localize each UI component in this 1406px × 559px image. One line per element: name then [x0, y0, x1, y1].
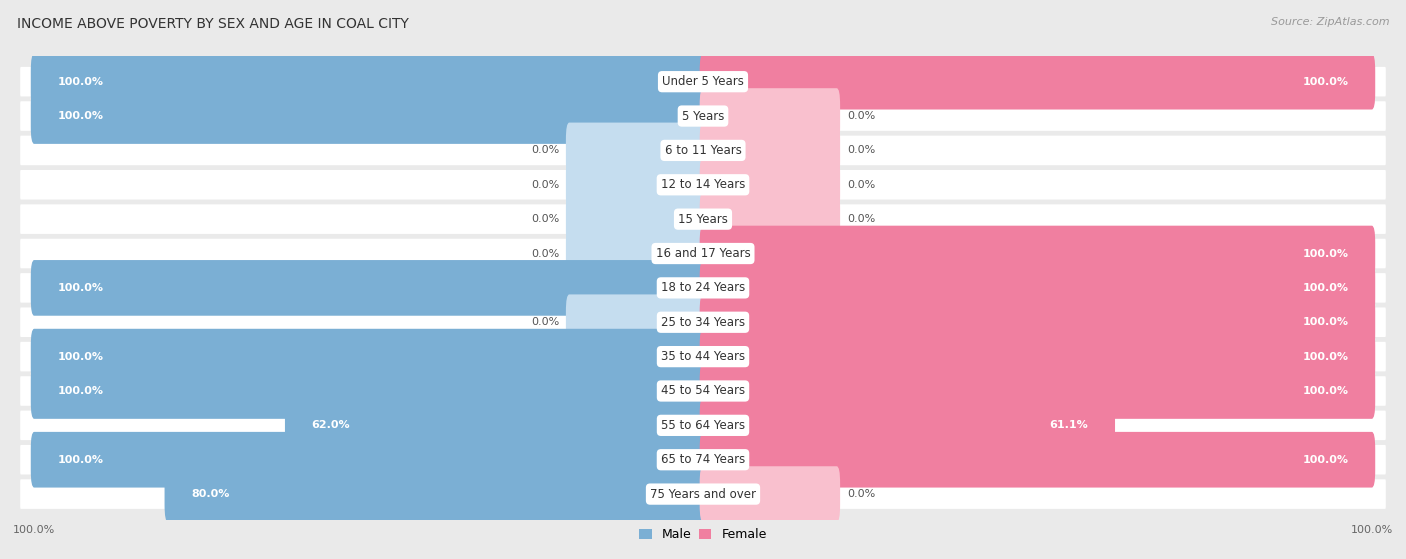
Text: 65 to 74 Years: 65 to 74 Years	[661, 453, 745, 466]
Text: 75 Years and over: 75 Years and over	[650, 487, 756, 501]
FancyBboxPatch shape	[700, 295, 1375, 350]
Text: 100.0%: 100.0%	[1302, 249, 1348, 258]
FancyBboxPatch shape	[700, 226, 1375, 281]
FancyBboxPatch shape	[700, 466, 841, 522]
Text: 0.0%: 0.0%	[846, 489, 875, 499]
FancyBboxPatch shape	[700, 122, 841, 178]
Text: 16 and 17 Years: 16 and 17 Years	[655, 247, 751, 260]
Text: 100.0%: 100.0%	[1302, 386, 1348, 396]
Text: 100.0%: 100.0%	[58, 283, 104, 293]
Text: 0.0%: 0.0%	[531, 214, 560, 224]
FancyBboxPatch shape	[31, 54, 706, 110]
Text: 100.0%: 100.0%	[58, 386, 104, 396]
FancyBboxPatch shape	[700, 260, 1375, 316]
Text: 100.0%: 100.0%	[58, 111, 104, 121]
Text: 15 Years: 15 Years	[678, 212, 728, 226]
Text: 0.0%: 0.0%	[846, 145, 875, 155]
Text: 100.0%: 100.0%	[58, 352, 104, 362]
Text: 0.0%: 0.0%	[846, 214, 875, 224]
FancyBboxPatch shape	[20, 101, 1386, 131]
FancyBboxPatch shape	[20, 273, 1386, 302]
Text: 35 to 44 Years: 35 to 44 Years	[661, 350, 745, 363]
Text: 25 to 34 Years: 25 to 34 Years	[661, 316, 745, 329]
Text: 5 Years: 5 Years	[682, 110, 724, 122]
FancyBboxPatch shape	[565, 191, 706, 247]
Text: 100.0%: 100.0%	[1302, 77, 1348, 87]
FancyBboxPatch shape	[20, 479, 1386, 509]
FancyBboxPatch shape	[285, 397, 706, 453]
FancyBboxPatch shape	[700, 191, 841, 247]
Text: 18 to 24 Years: 18 to 24 Years	[661, 281, 745, 295]
FancyBboxPatch shape	[20, 307, 1386, 337]
Text: 0.0%: 0.0%	[531, 249, 560, 258]
Text: INCOME ABOVE POVERTY BY SEX AND AGE IN COAL CITY: INCOME ABOVE POVERTY BY SEX AND AGE IN C…	[17, 17, 409, 31]
Text: 100.0%: 100.0%	[1302, 352, 1348, 362]
FancyBboxPatch shape	[700, 432, 1375, 487]
FancyBboxPatch shape	[20, 136, 1386, 165]
FancyBboxPatch shape	[31, 363, 706, 419]
FancyBboxPatch shape	[700, 88, 841, 144]
FancyBboxPatch shape	[20, 445, 1386, 475]
FancyBboxPatch shape	[565, 157, 706, 212]
Text: 100.0%: 100.0%	[1302, 318, 1348, 327]
FancyBboxPatch shape	[165, 466, 706, 522]
FancyBboxPatch shape	[31, 432, 706, 487]
Legend: Male, Female: Male, Female	[634, 523, 772, 546]
FancyBboxPatch shape	[565, 122, 706, 178]
FancyBboxPatch shape	[700, 54, 1375, 110]
FancyBboxPatch shape	[565, 226, 706, 281]
Text: 61.1%: 61.1%	[1049, 420, 1088, 430]
Text: 0.0%: 0.0%	[531, 180, 560, 190]
Text: 0.0%: 0.0%	[846, 180, 875, 190]
Text: 0.0%: 0.0%	[531, 318, 560, 327]
FancyBboxPatch shape	[565, 295, 706, 350]
FancyBboxPatch shape	[20, 410, 1386, 440]
Text: 6 to 11 Years: 6 to 11 Years	[665, 144, 741, 157]
FancyBboxPatch shape	[700, 157, 841, 212]
Text: 100.0%: 100.0%	[58, 454, 104, 465]
FancyBboxPatch shape	[20, 376, 1386, 406]
FancyBboxPatch shape	[700, 397, 1115, 453]
Text: 100.0%: 100.0%	[1302, 454, 1348, 465]
FancyBboxPatch shape	[31, 329, 706, 385]
FancyBboxPatch shape	[700, 363, 1375, 419]
Text: Under 5 Years: Under 5 Years	[662, 75, 744, 88]
Text: 0.0%: 0.0%	[531, 145, 560, 155]
FancyBboxPatch shape	[31, 260, 706, 316]
FancyBboxPatch shape	[20, 342, 1386, 371]
FancyBboxPatch shape	[20, 239, 1386, 268]
FancyBboxPatch shape	[20, 205, 1386, 234]
Text: 0.0%: 0.0%	[846, 111, 875, 121]
FancyBboxPatch shape	[700, 329, 1375, 385]
FancyBboxPatch shape	[20, 67, 1386, 97]
Text: 62.0%: 62.0%	[312, 420, 350, 430]
Text: Source: ZipAtlas.com: Source: ZipAtlas.com	[1271, 17, 1389, 27]
Text: 55 to 64 Years: 55 to 64 Years	[661, 419, 745, 432]
Text: 12 to 14 Years: 12 to 14 Years	[661, 178, 745, 191]
FancyBboxPatch shape	[31, 88, 706, 144]
Text: 45 to 54 Years: 45 to 54 Years	[661, 385, 745, 397]
Text: 100.0%: 100.0%	[58, 77, 104, 87]
Text: 100.0%: 100.0%	[1302, 283, 1348, 293]
FancyBboxPatch shape	[20, 170, 1386, 200]
Text: 80.0%: 80.0%	[191, 489, 229, 499]
